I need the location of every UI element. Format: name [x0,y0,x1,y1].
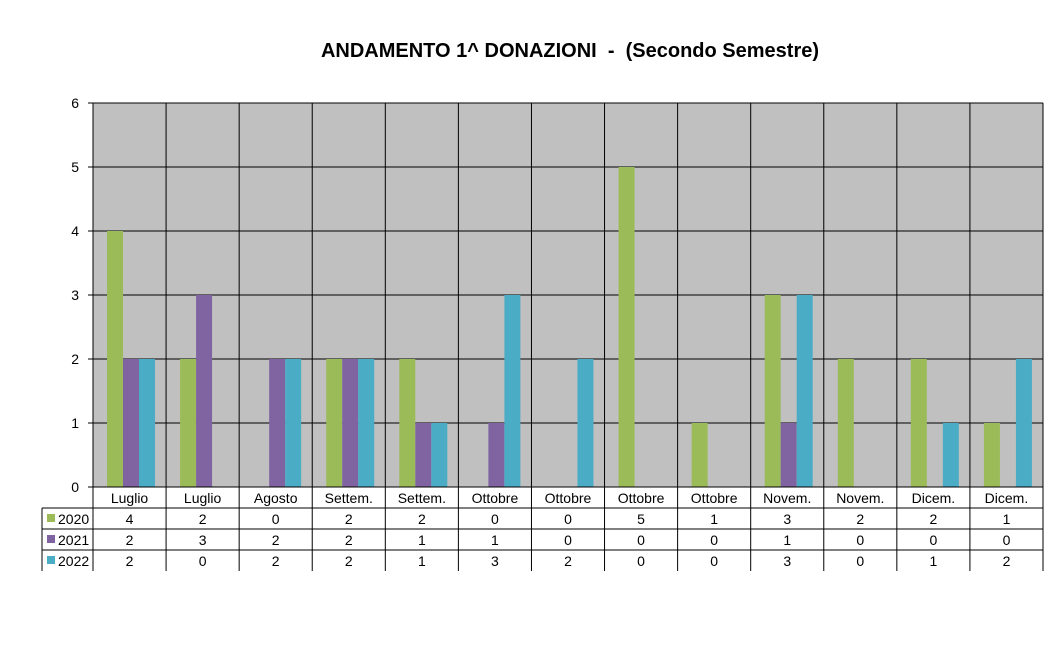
bar-2022 [577,359,594,487]
data-label: 2 [272,553,280,569]
data-label: 5 [637,511,645,527]
data-label: 0 [710,532,718,548]
data-label: 0 [710,553,718,569]
data-label: 3 [199,532,207,548]
data-label: 3 [783,511,791,527]
x-tick-label: Agosto [254,490,298,506]
legend-label: 2022 [58,553,89,569]
axes: 0 1 2 3 4 5 6 [71,95,94,495]
x-tick-label: Ottobre [691,490,738,506]
data-label: 2 [345,553,353,569]
bar-2020 [326,359,343,487]
bar-2022 [139,359,155,487]
bar-2021 [780,423,797,487]
data-label: 0 [272,511,280,527]
x-tick-label: Dicem. [912,490,956,506]
legend-label: 2020 [58,511,89,527]
bar-2022 [358,359,375,487]
bar-2022 [285,359,302,487]
data-label: 1 [1003,511,1011,527]
bar-2022 [504,295,521,487]
data-label: 2 [564,553,572,569]
x-tick-label: Luglio [111,490,149,506]
bar-2021 [415,423,432,487]
data-label: 3 [783,553,791,569]
data-label: 1 [491,532,499,548]
data-label: 0 [564,511,572,527]
bar-2021 [342,359,359,487]
data-label: 4 [126,511,134,527]
data-label: 2 [856,511,864,527]
bar-2020 [399,359,416,487]
bar-2022 [431,423,448,487]
x-tick-label: Luglio [184,490,222,506]
data-label: 2 [345,511,353,527]
y-tick-label: 5 [71,159,79,175]
data-label: 2 [272,532,280,548]
data-label: 2 [418,511,426,527]
data-label: 2 [1003,553,1011,569]
data-label: 1 [418,532,426,548]
x-tick-label: Novem. [763,490,811,506]
bar-2022 [1015,359,1032,487]
y-tick-label: 2 [71,351,79,367]
bar-2021 [196,295,213,487]
data-label: 1 [418,553,426,569]
bar-2020 [691,423,708,487]
bar-2021 [488,423,505,487]
chart-title: ANDAMENTO 1^ DONAZIONI - (Secondo Semest… [320,40,820,62]
data-label: 3 [491,553,499,569]
data-label: 0 [929,532,937,548]
bar-2020 [180,359,197,487]
data-label: 2 [929,511,937,527]
x-tick-label: Settem. [325,490,373,506]
data-table: Luglio Luglio Agosto Settem. Settem. Ottobre O… [41,486,1044,571]
y-tick-label: 6 [71,95,79,111]
data-label: 0 [491,511,499,527]
bar-2020 [764,295,781,487]
y-tick-label: 1 [71,415,79,431]
x-tick-label: Dicem. [985,490,1029,506]
bar-2020 [910,359,927,487]
data-label: 2 [126,553,134,569]
bar-2021 [123,359,139,487]
data-label: 0 [1003,532,1011,548]
bar-2022 [796,295,813,487]
data-label: 2 [199,511,207,527]
data-label: 0 [564,532,572,548]
legend-swatch-2021 [47,535,55,543]
data-label: 0 [856,532,864,548]
bars [107,167,1032,487]
legend-swatch-2020 [47,514,55,522]
bar-2020 [983,423,1000,487]
x-tick-label: Novem. [836,490,884,506]
data-label: 1 [710,511,718,527]
x-tick-label: Settem. [398,490,446,506]
data-label: 1 [929,553,937,569]
plot-area [92,102,1044,488]
x-tick-label: Ottobre [545,490,592,506]
bar-2021 [269,359,286,487]
data-label: 0 [637,553,645,569]
legend-label: 2021 [58,532,89,548]
data-label: 0 [637,532,645,548]
bar-2020 [107,231,123,487]
data-label: 2 [126,532,134,548]
y-tick-label: 0 [71,479,79,495]
data-label: 0 [856,553,864,569]
bar-2022 [942,423,959,487]
y-tick-label: 3 [71,287,79,303]
x-tick-label: Ottobre [472,490,519,506]
data-label: 2 [345,532,353,548]
data-label: 0 [199,553,207,569]
x-tick-label: Ottobre [618,490,665,506]
data-label: 1 [783,532,791,548]
y-tick-label: 4 [71,223,79,239]
bar-2020 [837,359,854,487]
legend-swatch-2022 [47,556,55,564]
bar-2020 [618,167,635,487]
